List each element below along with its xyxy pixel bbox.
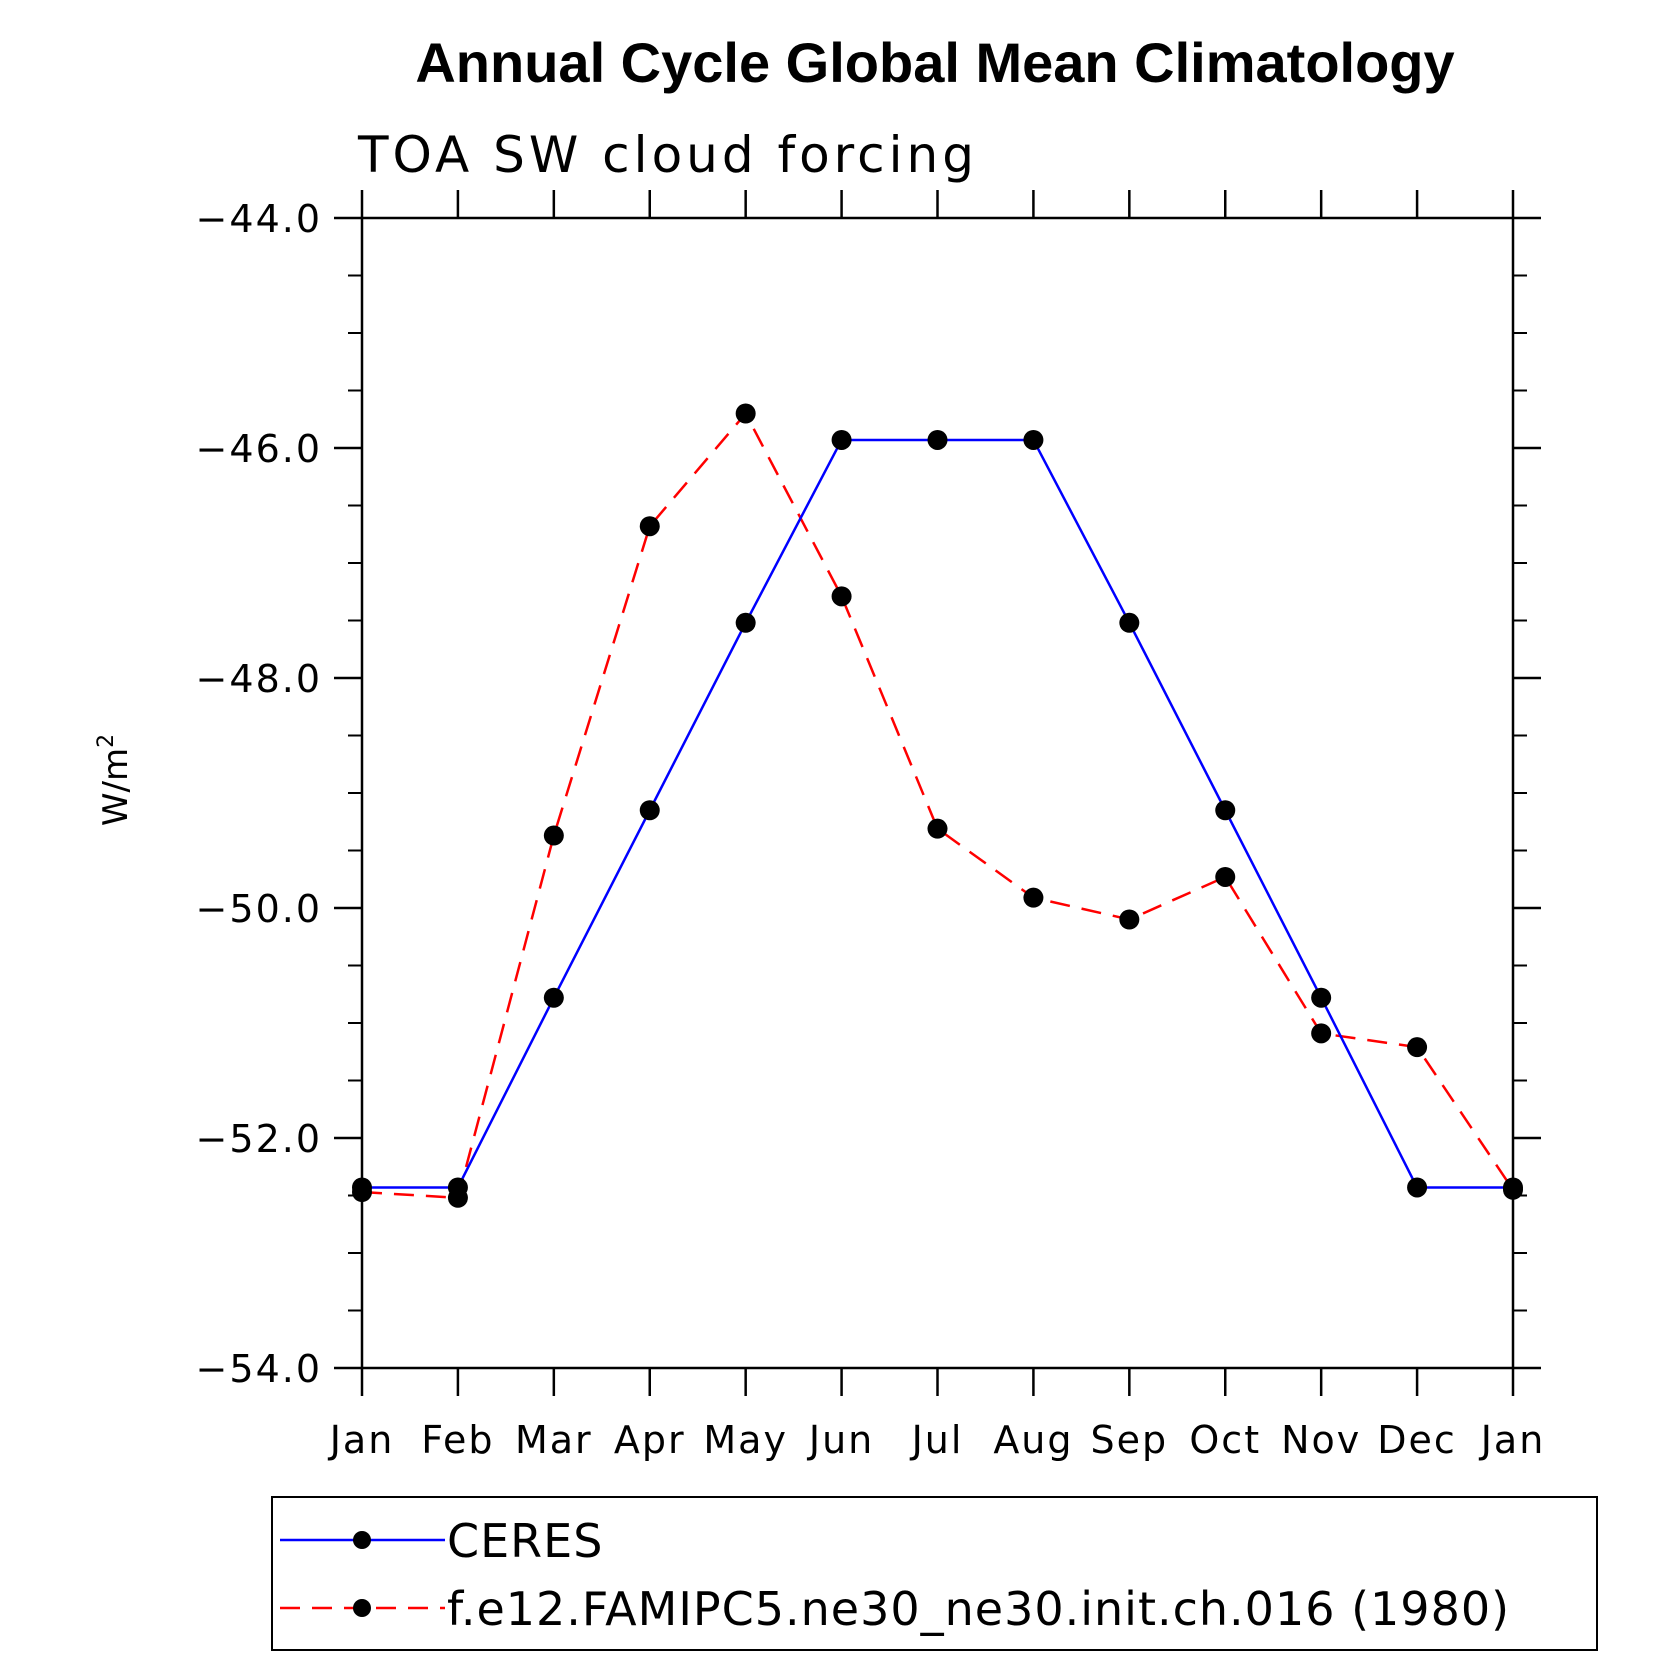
series-layer xyxy=(352,403,1523,1208)
series-0-point xyxy=(1503,1177,1523,1198)
plot-frame xyxy=(360,216,1515,1370)
series-line-0 xyxy=(362,438,1513,1189)
series-1-point xyxy=(543,825,564,846)
x-tick-label: Oct xyxy=(1189,1418,1261,1462)
series-1-point xyxy=(1023,887,1044,908)
series-1-point xyxy=(735,403,756,424)
legend-box xyxy=(271,1496,1598,1651)
legend-model-marker xyxy=(353,1599,371,1617)
series-1-point xyxy=(639,516,660,537)
series-0-point xyxy=(1023,429,1044,450)
series-0-point xyxy=(831,429,852,450)
series-0-point xyxy=(352,1177,372,1198)
x-tick-label: Jul xyxy=(910,1418,964,1462)
series-line-1 xyxy=(361,411,1515,1200)
series-1-point xyxy=(1215,866,1236,887)
x-tick-label: Feb xyxy=(421,1418,494,1462)
series-0-point xyxy=(447,1177,468,1198)
series-1-point xyxy=(1407,1037,1428,1058)
y-tick-label: −50.0 xyxy=(196,887,322,931)
y-tick-label: −54.0 xyxy=(196,1347,322,1391)
series-1-point xyxy=(1119,909,1140,930)
series-1-point xyxy=(831,586,852,607)
x-tick-label: Dec xyxy=(1377,1418,1457,1462)
x-tick-label: Aug xyxy=(993,1418,1073,1462)
series-0-point xyxy=(1311,987,1332,1008)
x-tick-label: Apr xyxy=(614,1418,686,1462)
legend: CERES f.e12.FAMIPC5.ne30_ne30.init.ch.01… xyxy=(271,1496,1598,1651)
y-tick-label: −52.0 xyxy=(196,1117,322,1161)
series-0-point xyxy=(1119,612,1140,633)
series-0-point xyxy=(543,987,564,1008)
legend-ceres-label: CERES xyxy=(447,1514,603,1568)
chart-title: Annual Cycle Global Mean Climatology xyxy=(415,31,1454,94)
y-tick-label: −48.0 xyxy=(196,657,322,701)
series-0-point xyxy=(639,800,660,821)
svg-text:W/m2: W/m2 xyxy=(94,734,136,826)
series-0-point xyxy=(1215,800,1236,821)
x-tick-label: May xyxy=(703,1418,788,1462)
plot-axes: Jan Feb Mar Apr May Jun Jul Aug Sep Oct Nov Dec Jan−… xyxy=(196,190,1546,1462)
legend-ceres-marker xyxy=(353,1531,371,1549)
chart-subtitle: TOA SW cloud forcing xyxy=(357,126,978,184)
series-1-point xyxy=(927,818,948,839)
y-tick-label: −46.0 xyxy=(196,427,322,471)
y-axis-label-superscript: 2 xyxy=(94,734,119,748)
x-tick-label: Jan xyxy=(328,1418,395,1462)
y-axis-label-text: W/m xyxy=(96,748,136,826)
x-tick-label: Sep xyxy=(1091,1418,1169,1462)
series-1-point xyxy=(1311,1023,1332,1044)
y-tick-label: −44.0 xyxy=(196,197,322,241)
x-tick-label: Nov xyxy=(1281,1418,1361,1462)
legend-model-label: f.e12.FAMIPC5.ne30_ne30.init.ch.016 (198… xyxy=(447,1582,1510,1636)
x-tick-label: Mar xyxy=(515,1418,593,1462)
series-0-point xyxy=(927,429,948,450)
y-axis-label: W/m2 xyxy=(94,734,136,826)
series-0-point xyxy=(735,612,756,633)
x-tick-label: Jan xyxy=(1479,1418,1546,1462)
x-tick-label: Jun xyxy=(807,1418,874,1462)
series-0-point xyxy=(1407,1177,1428,1198)
